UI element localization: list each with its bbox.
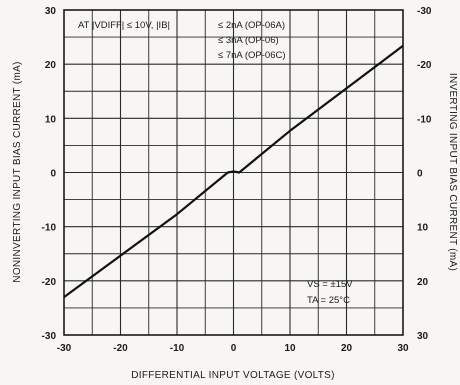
ta-text: TA = 25°C	[307, 295, 350, 306]
condition-annotation: AT |VDIFF| ≤ 10V, |IB| ≤ 2nA (OP-06A) ≤ …	[78, 20, 286, 61]
y-tick-label-right: 20	[417, 277, 429, 288]
x-tick-label: -10	[170, 343, 185, 354]
y-tick-label-right: -30	[417, 6, 432, 17]
y-tick-label-right: -10	[417, 114, 432, 125]
y-axis-left-title: NONINVERTING INPUT BIAS CURRENT (mA)	[12, 61, 23, 282]
x-tick-label: -20	[113, 343, 128, 354]
y-tick-label-left: 10	[45, 114, 57, 125]
bias-current-line	[63, 44, 404, 298]
vs-text: VS = ±15V	[307, 279, 353, 290]
y-tick-label-left: 30	[45, 6, 57, 17]
y-tick-label-left: -10	[42, 223, 57, 234]
y-tick-label-left: -20	[42, 277, 57, 288]
x-tick-label: 30	[397, 343, 409, 354]
op06a-text: ≤ 2nA (OP-06A)	[218, 20, 285, 31]
y-tick-label-right: 30	[417, 331, 429, 342]
x-tick-label: 10	[284, 343, 296, 354]
op06c-text: ≤ 7nA (OP-06C)	[218, 50, 286, 61]
tick-labels: -30 -20 -10 0 10 20 303020100-10-20-30-30-20-1…	[42, 6, 432, 354]
y-tick-label-left: 20	[45, 60, 57, 71]
x-tick-label: 20	[341, 343, 353, 354]
plot-frame	[63, 9, 404, 336]
grid	[64, 10, 403, 335]
y-tick-label-left: 0	[50, 169, 56, 180]
x-axis-title: DIFFERENTIAL INPUT VOLTAGE (VOLTS)	[131, 370, 335, 381]
supply-annotation: VS = ±15V TA = 25°C	[307, 279, 353, 306]
y-tick-label-right: -20	[417, 60, 432, 71]
y-tick-label-right: 10	[417, 223, 429, 234]
x-tick-label: 0	[231, 343, 237, 354]
op06-text: ≤ 3nA (OP-06)	[218, 35, 279, 46]
x-tick-label: -30	[57, 343, 72, 354]
y-axis-right-title: INVERTING INPUT BIAS CURRENT (mA)	[447, 73, 458, 271]
y-tick-label-left: -30	[42, 331, 57, 342]
series	[63, 44, 404, 298]
condition-text: AT |VDIFF| ≤ 10V, |IB|	[78, 20, 170, 31]
y-tick-label-right: 0	[417, 169, 423, 180]
